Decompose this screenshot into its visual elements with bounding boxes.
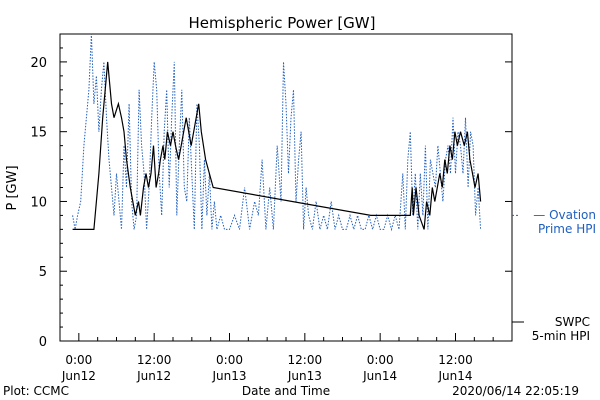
- x-tick-date: Jun14: [362, 369, 397, 383]
- y-tick-label: 0: [39, 335, 47, 350]
- plot-credit: Plot: CCMC: [3, 384, 69, 398]
- x-tick-time: 12:00: [137, 353, 172, 367]
- x-tick-time: 0:00: [65, 353, 92, 367]
- x-tick-date: Jun12: [136, 369, 171, 383]
- x-tick-date: Jun13: [211, 369, 246, 383]
- y-tick-label: 5: [39, 265, 47, 280]
- y-tick-label: 20: [30, 56, 47, 71]
- y-axis: 0 5 10 15 20: [30, 33, 512, 350]
- x-tick-time: 12:00: [288, 353, 323, 367]
- series-layer: [72, 33, 482, 232]
- legend-ovation-label: — Ovation: [533, 208, 596, 222]
- legend-ovation-label: Prime HPI: [538, 222, 596, 236]
- ovation-series-line: [72, 33, 482, 232]
- legend-swpc-label: 5-min HPI: [532, 329, 590, 343]
- y-axis-label: P [GW]: [5, 165, 20, 210]
- x-tick-date: Jun12: [61, 369, 96, 383]
- y-tick-label: 15: [30, 126, 47, 141]
- x-tick-time: 12:00: [438, 353, 473, 367]
- x-tick-date: Jun14: [437, 369, 472, 383]
- swpc-series-line: [72, 61, 482, 230]
- x-axis-label: Date and Time: [242, 384, 330, 398]
- x-tick-time: 0:00: [216, 353, 243, 367]
- legend-swpc-label: SWPC: [555, 315, 590, 329]
- x-axis: 0:00 Jun12 12:00 Jun12 0:00 Jun13 12:00 Jun13 0:…: [59, 333, 513, 383]
- x-tick-date: Jun13: [287, 369, 322, 383]
- y-tick-label: 10: [30, 195, 47, 210]
- timestamp: 2020/06/14 22:05:19: [452, 384, 579, 398]
- x-tick-time: 0:00: [367, 353, 394, 367]
- chart-title: Hemispheric Power [GW]: [189, 14, 376, 32]
